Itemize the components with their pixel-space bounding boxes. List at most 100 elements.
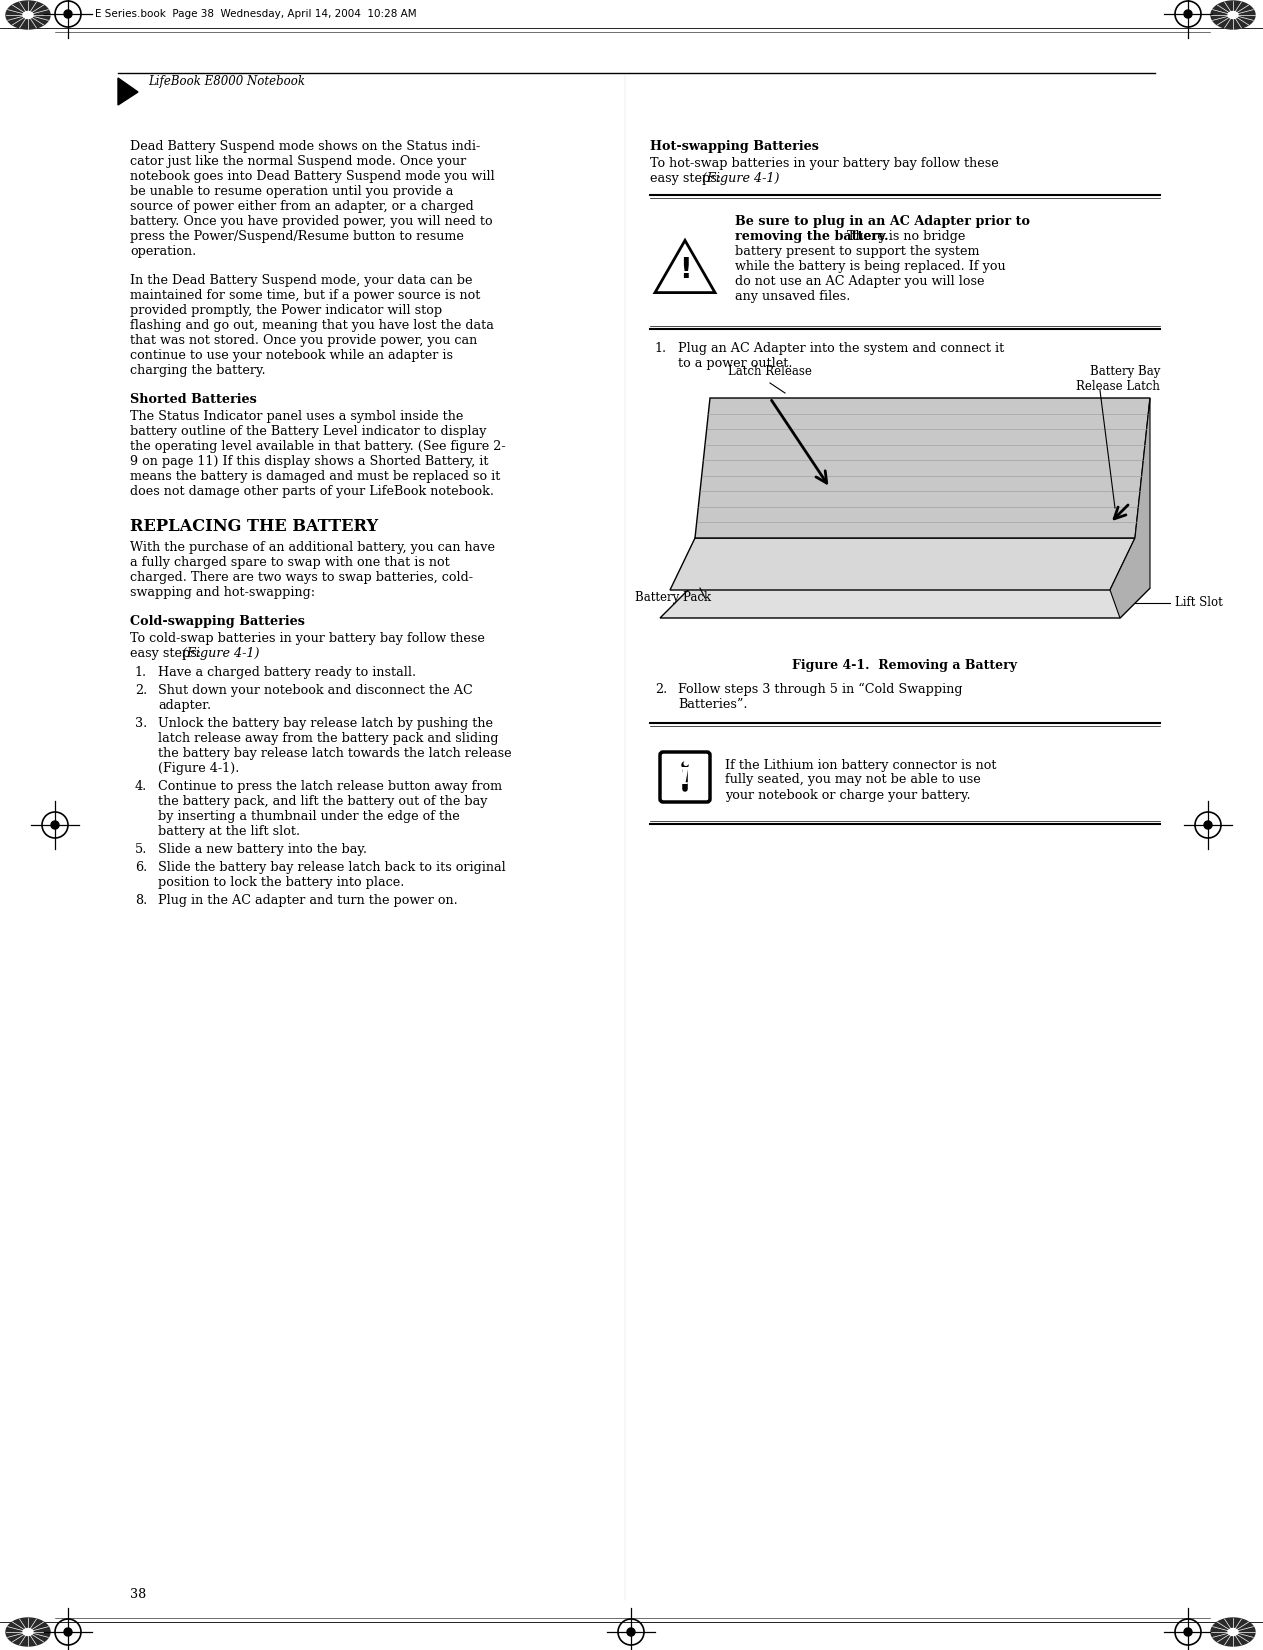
Text: Plug an AC Adapter into the system and connect it: Plug an AC Adapter into the system and c… [678,342,1004,355]
Text: removing the battery.: removing the battery. [735,229,888,243]
Text: any unsaved files.: any unsaved files. [735,290,850,304]
Text: 5.: 5. [135,843,148,856]
Text: To hot-swap batteries in your battery bay follow these: To hot-swap batteries in your battery ba… [650,157,999,170]
Text: notebook goes into Dead Battery Suspend mode you will: notebook goes into Dead Battery Suspend … [130,170,495,183]
Text: Continue to press the latch release button away from: Continue to press the latch release butt… [158,780,503,794]
Text: to a power outlet.: to a power outlet. [678,356,792,370]
Text: Latch Release: Latch Release [727,365,812,378]
Text: To cold-swap batteries in your battery bay follow these: To cold-swap batteries in your battery b… [130,632,485,645]
Text: 1.: 1. [135,667,147,680]
Text: Unlock the battery bay release latch by pushing the: Unlock the battery bay release latch by … [158,718,493,729]
Text: Hot-swapping Batteries: Hot-swapping Batteries [650,140,818,153]
Text: Have a charged battery ready to install.: Have a charged battery ready to install. [158,667,416,680]
Text: position to lock the battery into place.: position to lock the battery into place. [158,876,404,889]
Text: With the purchase of an additional battery, you can have: With the purchase of an additional batte… [130,541,495,554]
Text: provided promptly, the Power indicator will stop: provided promptly, the Power indicator w… [130,304,442,317]
Text: Slide the battery bay release latch back to its original: Slide the battery bay release latch back… [158,861,505,875]
Text: be unable to resume operation until you provide a: be unable to resume operation until you … [130,185,453,198]
Text: a fully charged spare to swap with one that is not: a fully charged spare to swap with one t… [130,556,450,569]
Polygon shape [23,1629,33,1635]
Text: 38: 38 [130,1589,147,1602]
Text: do not use an AC Adapter you will lose: do not use an AC Adapter you will lose [735,276,984,289]
Text: easy steps:: easy steps: [650,172,725,185]
Polygon shape [1183,10,1192,18]
Polygon shape [695,398,1151,538]
Polygon shape [1211,1619,1255,1647]
Text: 4.: 4. [135,780,148,794]
Text: Cold-swapping Batteries: Cold-swapping Batteries [130,615,304,629]
Polygon shape [626,1629,635,1637]
Text: easy steps:: easy steps: [130,647,205,660]
Text: fully seated, you may not be able to use: fully seated, you may not be able to use [725,774,981,787]
Text: while the battery is being replaced. If you: while the battery is being replaced. If … [735,261,1005,272]
Text: flashing and go out, meaning that you have lost the data: flashing and go out, meaning that you ha… [130,318,494,332]
Polygon shape [669,538,1135,591]
Text: the operating level available in that battery. (See figure 2-: the operating level available in that ba… [130,441,505,454]
Text: battery outline of the Battery Level indicator to display: battery outline of the Battery Level ind… [130,426,486,437]
Text: maintained for some time, but if a power source is not: maintained for some time, but if a power… [130,289,480,302]
Text: adapter.: adapter. [158,700,211,713]
Text: 3.: 3. [135,718,148,729]
Polygon shape [1228,12,1238,18]
Text: 2.: 2. [655,683,667,696]
Text: cator just like the normal Suspend mode. Once your: cator just like the normal Suspend mode.… [130,155,466,168]
Text: continue to use your notebook while an adapter is: continue to use your notebook while an a… [130,350,453,361]
Polygon shape [1204,822,1212,828]
Text: source of power either from an adapter, or a charged: source of power either from an adapter, … [130,200,474,213]
Polygon shape [1110,398,1151,619]
Text: the battery pack, and lift the battery out of the bay: the battery pack, and lift the battery o… [158,795,488,808]
Text: charged. There are two ways to swap batteries, cold-: charged. There are two ways to swap batt… [130,571,474,584]
Text: 8.: 8. [135,894,148,908]
Text: latch release away from the battery pack and sliding: latch release away from the battery pack… [158,733,499,746]
Text: means the battery is damaged and must be replaced so it: means the battery is damaged and must be… [130,470,500,483]
Text: Slide a new battery into the bay.: Slide a new battery into the bay. [158,843,368,856]
Text: (Figure 4-1): (Figure 4-1) [702,172,779,185]
Text: Battery Bay: Battery Bay [1090,365,1159,378]
Text: does not damage other parts of your LifeBook notebook.: does not damage other parts of your Life… [130,485,494,498]
Text: Batteries”.: Batteries”. [678,698,748,711]
Text: Dead Battery Suspend mode shows on the Status indi-: Dead Battery Suspend mode shows on the S… [130,140,480,153]
Text: the battery bay release latch towards the latch release: the battery bay release latch towards th… [158,747,512,761]
Polygon shape [1183,1629,1192,1637]
Text: Shut down your notebook and disconnect the AC: Shut down your notebook and disconnect t… [158,685,472,696]
Text: In the Dead Battery Suspend mode, your data can be: In the Dead Battery Suspend mode, your d… [130,274,472,287]
Text: 1.: 1. [655,342,667,355]
Text: charging the battery.: charging the battery. [130,365,265,376]
Polygon shape [23,12,33,18]
Polygon shape [64,1629,72,1637]
Text: i: i [679,759,691,790]
Text: swapping and hot-swapping:: swapping and hot-swapping: [130,586,316,599]
Polygon shape [1228,1629,1238,1635]
Text: Battery Pack: Battery Pack [635,591,711,604]
Text: 6.: 6. [135,861,148,875]
Text: (Figure 4-1): (Figure 4-1) [182,647,259,660]
Polygon shape [117,78,138,106]
Text: There is no bridge: There is no bridge [842,229,965,243]
Text: (Figure 4-1).: (Figure 4-1). [158,762,240,776]
Text: that was not stored. Once you provide power, you can: that was not stored. Once you provide po… [130,333,477,346]
Polygon shape [661,587,1151,619]
Text: 2.: 2. [135,685,148,696]
Text: If the Lithium ion battery connector is not: If the Lithium ion battery connector is … [725,759,997,772]
Text: by inserting a thumbnail under the edge of the: by inserting a thumbnail under the edge … [158,810,460,823]
Text: Be sure to plug in an AC Adapter prior to: Be sure to plug in an AC Adapter prior t… [735,214,1031,228]
Text: Release Latch: Release Latch [1076,380,1159,393]
Polygon shape [6,1619,51,1647]
Polygon shape [64,10,72,18]
Text: REPLACING THE BATTERY: REPLACING THE BATTERY [130,518,378,535]
Text: LifeBook E8000 Notebook: LifeBook E8000 Notebook [148,76,304,89]
Text: Shorted Batteries: Shorted Batteries [130,393,256,406]
Text: battery present to support the system: battery present to support the system [735,244,980,257]
Text: your notebook or charge your battery.: your notebook or charge your battery. [725,789,971,802]
Text: Lift Slot: Lift Slot [1175,597,1223,609]
Text: Follow steps 3 through 5 in “Cold Swapping: Follow steps 3 through 5 in “Cold Swappi… [678,683,962,696]
Text: !: ! [678,256,691,284]
Text: battery at the lift slot.: battery at the lift slot. [158,825,301,838]
Text: Figure 4-1.  Removing a Battery: Figure 4-1. Removing a Battery [792,660,1018,673]
Text: operation.: operation. [130,244,196,257]
Text: E Series.book  Page 38  Wednesday, April 14, 2004  10:28 AM: E Series.book Page 38 Wednesday, April 1… [95,8,417,20]
Polygon shape [51,822,59,828]
Text: press the Power/Suspend/Resume button to resume: press the Power/Suspend/Resume button to… [130,229,464,243]
Polygon shape [1211,2,1255,30]
Polygon shape [682,762,688,767]
